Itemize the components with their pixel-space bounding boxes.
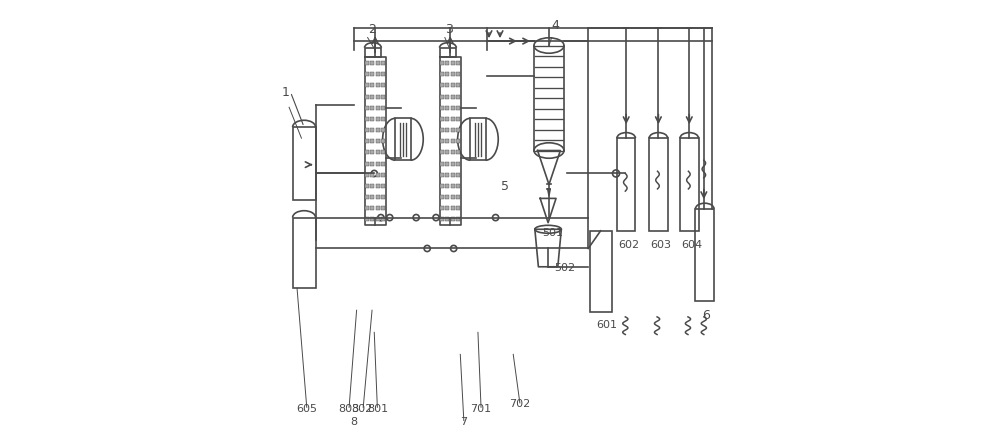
Text: 602: 602 [618,241,639,250]
Text: 605: 605 [296,404,317,414]
Text: 501: 501 [542,228,563,238]
Text: 5: 5 [501,179,509,193]
Text: 2: 2 [368,23,376,36]
Text: 601: 601 [596,320,617,330]
Bar [695,209,714,301]
Bar [680,138,699,231]
Bar [293,127,316,200]
Text: 604: 604 [681,241,702,250]
Bar [649,138,668,231]
Text: 6: 6 [702,309,710,322]
Text: 8: 8 [350,417,357,427]
Bar [365,48,381,57]
Bar [590,231,612,313]
Bar [395,118,411,160]
Text: 803: 803 [339,404,360,414]
Text: 701: 701 [470,404,492,414]
Text: 1: 1 [281,86,289,99]
Text: 502: 502 [554,263,575,273]
Text: 702: 702 [509,399,530,409]
Text: 603: 603 [650,241,671,250]
Text: 3: 3 [445,23,453,36]
Bar [470,118,486,160]
Bar [617,138,635,231]
Text: 801: 801 [367,404,388,414]
Text: 4: 4 [552,19,559,32]
Text: 802: 802 [352,404,373,414]
Bar [440,48,456,57]
Bar [293,218,316,288]
Text: 7: 7 [460,417,467,427]
